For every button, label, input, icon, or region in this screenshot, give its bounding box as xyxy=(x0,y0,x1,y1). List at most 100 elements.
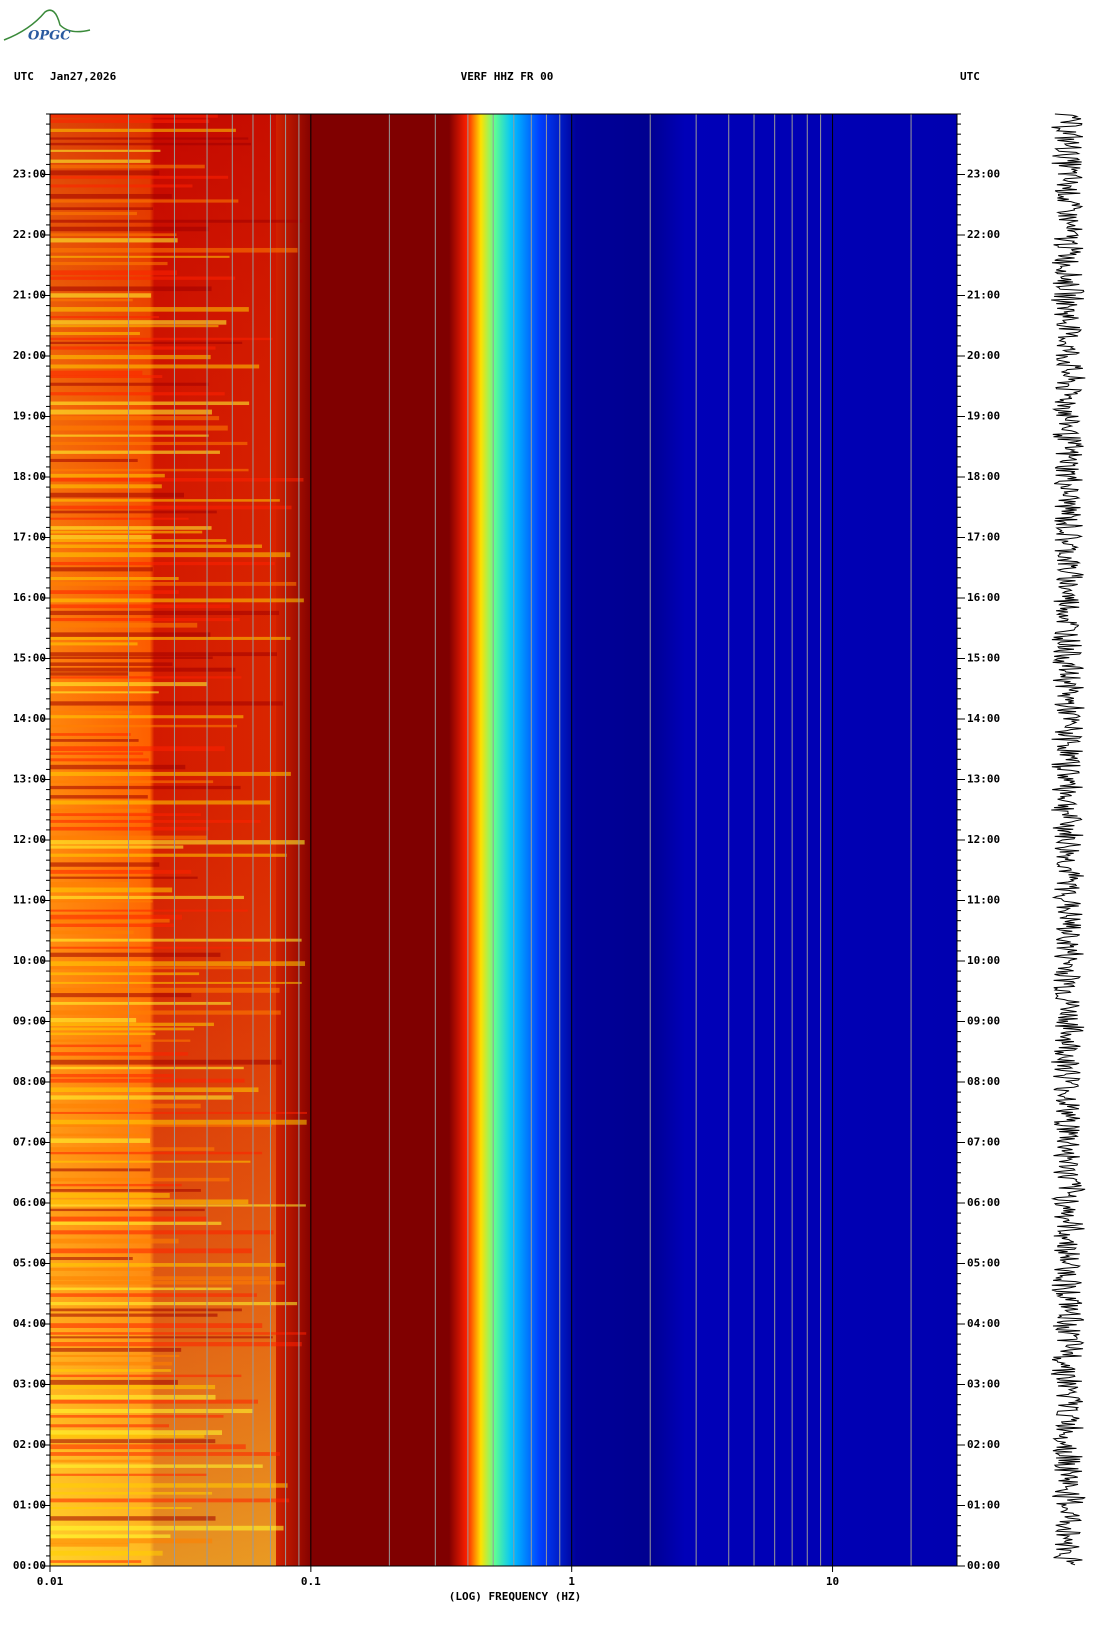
y-tick-label: 10:00 xyxy=(967,954,1000,967)
stripe xyxy=(50,1354,180,1358)
stripe xyxy=(50,930,134,935)
stripe xyxy=(50,561,275,566)
y-tick-label: 17:00 xyxy=(13,531,46,544)
stripe xyxy=(50,1516,216,1521)
stripe xyxy=(50,1267,154,1271)
stripe xyxy=(50,764,186,770)
stripe xyxy=(50,1361,173,1366)
stripe xyxy=(50,1257,133,1261)
stripe xyxy=(50,484,162,489)
logo: OPGC xyxy=(3,9,91,44)
stripe xyxy=(50,667,236,672)
stripe xyxy=(50,1151,263,1155)
stripe xyxy=(50,780,214,784)
x-tick-label: 0.01 xyxy=(37,1575,64,1588)
stripe xyxy=(50,672,129,676)
stripe xyxy=(50,1332,307,1335)
y-tick-label: 09:00 xyxy=(967,1015,1000,1028)
stripe xyxy=(50,604,230,609)
stripe xyxy=(50,1394,216,1400)
y-tick-label: 18:00 xyxy=(967,470,1000,483)
y-tick-label: 08:00 xyxy=(967,1075,1000,1088)
stripe xyxy=(50,1342,302,1347)
stripe xyxy=(50,710,132,714)
y-tick-label: 09:00 xyxy=(13,1015,46,1028)
stripe xyxy=(50,276,236,280)
stripe xyxy=(50,316,160,319)
stripe xyxy=(50,552,291,558)
stripe xyxy=(50,876,198,879)
stripe xyxy=(50,1238,179,1244)
stripe xyxy=(50,1287,232,1291)
y-tick-label: 19:00 xyxy=(967,410,1000,423)
stripe xyxy=(50,247,298,253)
stripe xyxy=(50,1208,205,1212)
y-tick-label: 06:00 xyxy=(967,1196,1000,1209)
stripe xyxy=(50,375,163,379)
trace-line xyxy=(1050,113,1086,1566)
stripe xyxy=(50,331,140,336)
stripe xyxy=(50,1560,142,1563)
stripe xyxy=(50,1374,242,1378)
stripe xyxy=(50,233,177,237)
stripe xyxy=(50,364,260,369)
stripe xyxy=(50,1399,258,1404)
stripe xyxy=(50,1119,307,1125)
stripe xyxy=(50,193,172,199)
stripe xyxy=(50,1384,216,1390)
stripe xyxy=(50,1248,252,1254)
stripe xyxy=(50,1538,213,1544)
stripe xyxy=(50,1347,182,1352)
stripe xyxy=(50,1550,163,1556)
stripe xyxy=(50,219,303,223)
y-tick-label: 22:00 xyxy=(967,228,1000,241)
stripe xyxy=(50,164,205,169)
stripe xyxy=(50,918,170,923)
stripe xyxy=(50,341,243,345)
stripe xyxy=(50,733,131,736)
stripe xyxy=(50,746,225,752)
stripe xyxy=(50,337,273,341)
stripe xyxy=(50,1336,273,1339)
stripe xyxy=(50,567,153,572)
stripe xyxy=(50,1452,280,1456)
stripe xyxy=(50,1498,290,1503)
stripe xyxy=(50,598,304,603)
y-tick-label: 14:00 xyxy=(13,712,46,725)
stripe xyxy=(50,758,149,762)
stripe xyxy=(50,175,229,179)
x-tick-label: 1 xyxy=(568,1575,575,1588)
stripe xyxy=(50,1022,214,1027)
stripe xyxy=(50,1221,222,1225)
y-tick-label: 00:00 xyxy=(13,1559,46,1572)
stripe xyxy=(50,425,228,431)
y-tick-label: 17:00 xyxy=(967,531,1000,544)
stripe xyxy=(50,530,203,534)
stripe xyxy=(50,1087,259,1093)
stripe xyxy=(50,993,192,998)
stripe xyxy=(50,477,304,482)
stripe xyxy=(50,1323,263,1328)
stripe xyxy=(50,1525,284,1531)
stripe xyxy=(50,981,302,984)
stripe xyxy=(50,771,291,776)
stripe xyxy=(50,752,144,755)
stripe xyxy=(50,409,212,415)
y-tick-label: 07:00 xyxy=(967,1136,1000,1149)
stripe xyxy=(50,581,297,586)
stripe xyxy=(50,966,252,970)
stripe xyxy=(50,184,193,188)
stripe xyxy=(50,1459,154,1463)
stripe xyxy=(50,468,249,472)
stripe xyxy=(50,293,152,298)
stripe xyxy=(50,1542,130,1547)
stripe xyxy=(50,1103,201,1109)
stripe xyxy=(50,450,220,454)
stripe xyxy=(50,1408,253,1414)
stripe xyxy=(50,298,133,302)
stripe xyxy=(50,286,212,292)
stripe xyxy=(50,938,302,942)
stripe xyxy=(50,382,209,386)
stripe xyxy=(50,1204,306,1207)
stripe xyxy=(50,914,183,920)
